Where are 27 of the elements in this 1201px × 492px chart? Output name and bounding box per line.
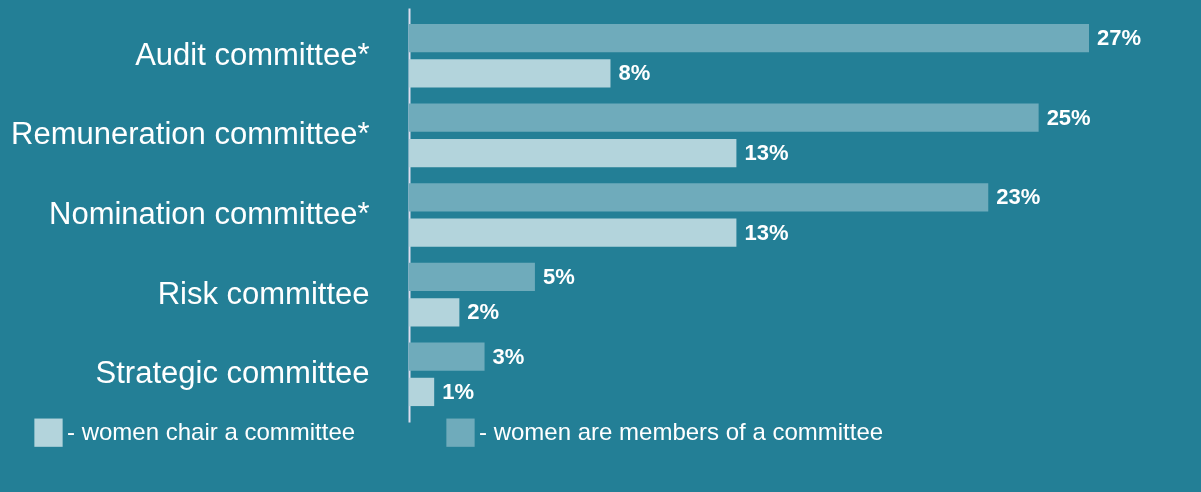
data-label: 1%: [442, 378, 474, 404]
bar: [409, 183, 989, 212]
bar: [409, 218, 737, 247]
bar: [409, 342, 485, 371]
data-label: 2%: [467, 299, 500, 325]
bar: [409, 59, 611, 88]
y-tick-label: Nomination committee*: [49, 196, 370, 231]
bar: [409, 262, 535, 292]
legend-label: - women chair a committee: [67, 417, 356, 445]
bar: [409, 138, 737, 168]
y-tick-label: Audit committee*: [135, 36, 370, 72]
bar: [409, 103, 1039, 132]
data-label: 13%: [744, 140, 789, 166]
data-label: 8%: [618, 60, 651, 86]
data-label: 27%: [1097, 25, 1142, 51]
data-label: 25%: [1046, 104, 1091, 130]
data-label: 3%: [492, 343, 525, 369]
y-tick-label: Remuneration committee*: [11, 116, 370, 152]
bar: [409, 23, 1089, 53]
data-label: 23%: [996, 184, 1041, 210]
bar: [409, 298, 460, 327]
y-tick-label: Risk committee: [157, 275, 370, 311]
legend-label: - women are members of a committee: [479, 417, 884, 445]
data-label: 13%: [744, 219, 789, 245]
y-tick-label: Strategic committee: [95, 355, 370, 391]
bar: [409, 377, 435, 407]
data-label: 5%: [542, 263, 575, 289]
